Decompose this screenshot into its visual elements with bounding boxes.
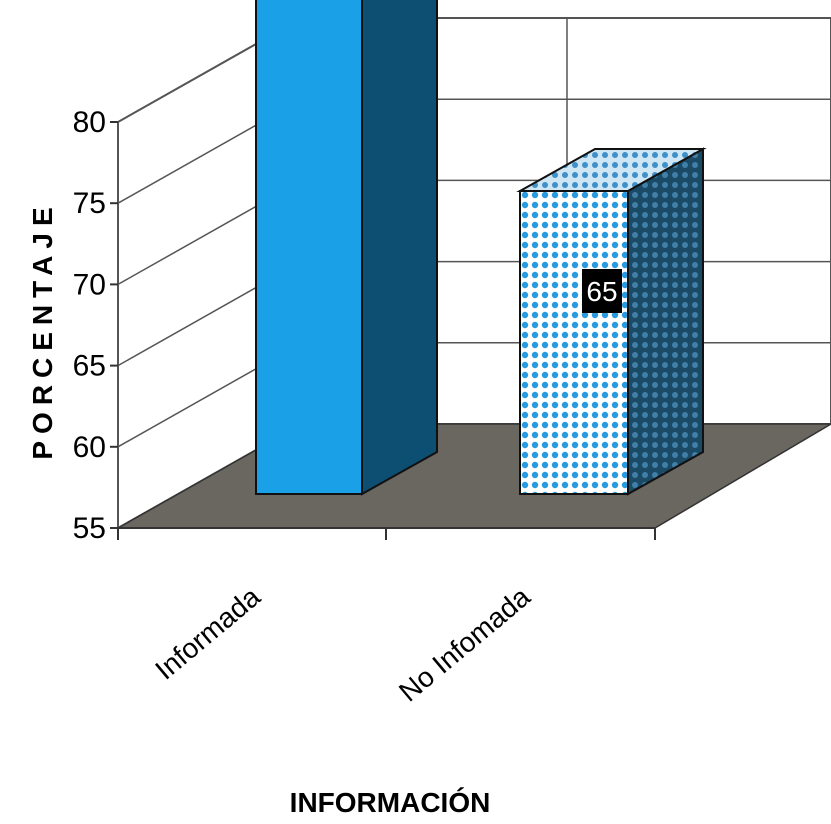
bar-0-side	[361, 0, 438, 496]
category-label-0: Informada	[149, 581, 266, 686]
bar-1: 65	[516, 147, 707, 496]
y-tick-label-80: 80	[73, 106, 106, 139]
bar-0-front	[255, 0, 363, 495]
chart-frame	[115, 16, 831, 540]
y-tick-labels: 55 60 65 70 75 80	[73, 106, 118, 545]
data-label-1-bg	[582, 269, 622, 313]
category-labels: Informada No Infomada	[149, 581, 536, 708]
bar-0: 76	[255, 0, 438, 496]
y-tick-label-70: 70	[73, 268, 106, 301]
x-axis-title: INFORMACIÓN	[290, 787, 491, 818]
y-tick-label-65: 65	[73, 350, 106, 383]
y-tick-label-60: 60	[73, 431, 106, 464]
y-tick-label-75: 75	[73, 187, 106, 220]
bars: 76 65	[255, 0, 707, 496]
category-label-1: No Infomada	[393, 581, 536, 708]
data-label-1: 65	[586, 276, 617, 307]
bar-1-side	[627, 147, 704, 496]
bar-1-front	[519, 190, 629, 495]
y-axis-title: PORCENTAJE	[27, 200, 58, 459]
y-tick-label-55: 55	[73, 512, 106, 545]
